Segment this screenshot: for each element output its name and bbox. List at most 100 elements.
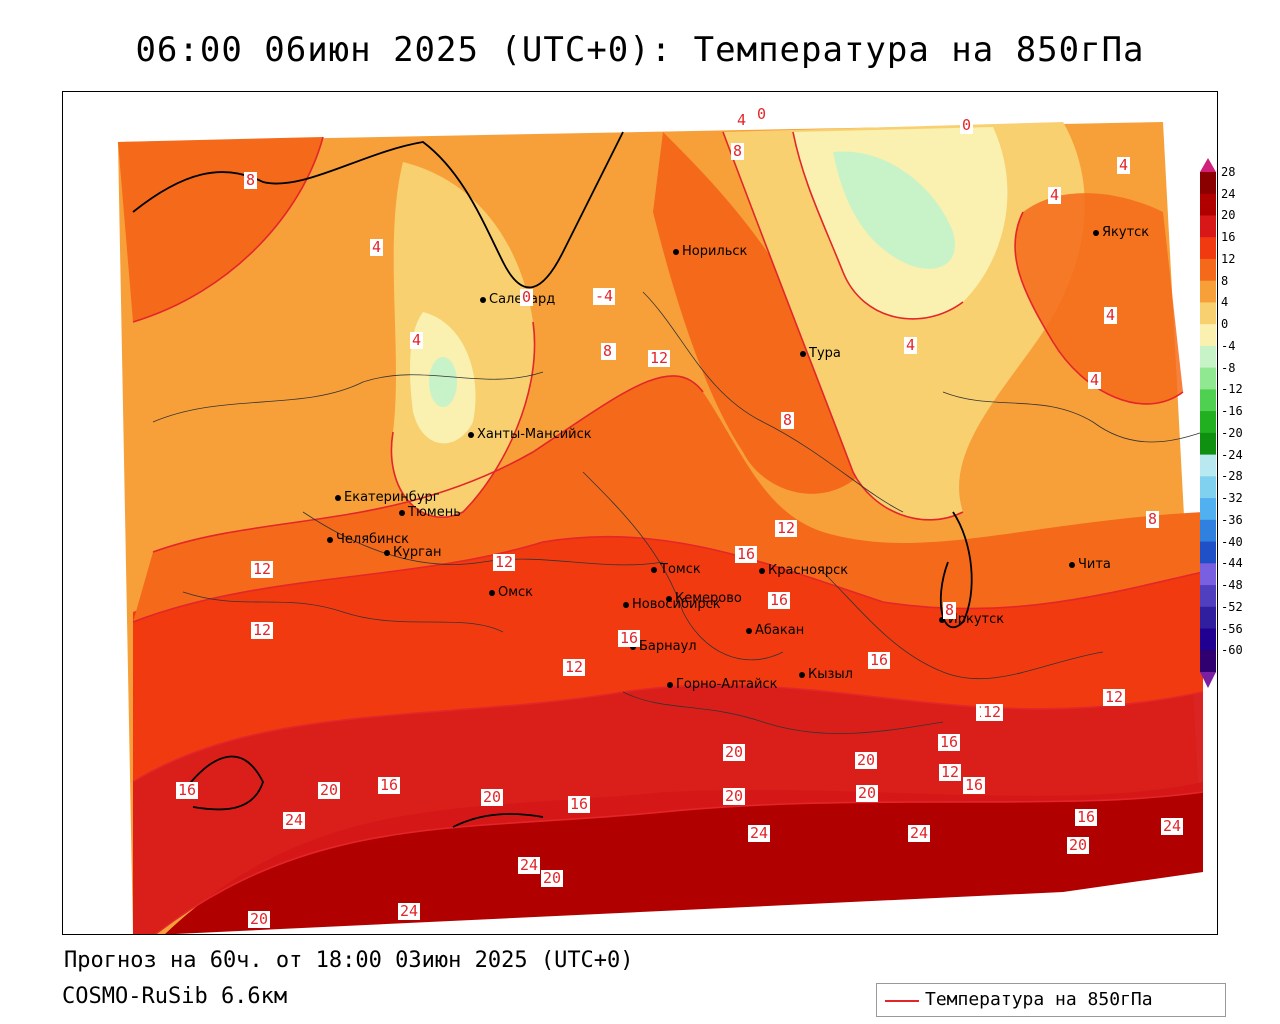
colorbar-swatch xyxy=(1200,324,1216,347)
isotherm-label: 12 xyxy=(648,349,671,367)
colorbar-swatch xyxy=(1200,628,1216,651)
colorbar-tick-label: 20 xyxy=(1221,208,1236,223)
colorbar-top-arrow xyxy=(1200,158,1216,172)
city-dot-icon xyxy=(673,248,679,255)
colorbar-tick-label: -8 xyxy=(1221,360,1236,375)
isotherm-label: 16 xyxy=(1075,808,1098,826)
isotherm-label: 20 xyxy=(723,743,746,761)
city-2: Салехард xyxy=(480,292,555,307)
city-name: Горно-Алтайск xyxy=(676,677,778,692)
colorbar-tick-label: 28 xyxy=(1221,165,1236,179)
city-3: Тура xyxy=(800,346,841,361)
city-dot-icon xyxy=(1093,229,1099,236)
colorbar-swatch xyxy=(1200,237,1216,260)
legend-line-swatch xyxy=(885,1000,919,1002)
colorbar-tick-label: -40 xyxy=(1221,534,1243,549)
city-0: Норильск xyxy=(673,244,747,259)
city-11: Омск xyxy=(489,585,533,600)
admin-borders xyxy=(152,291,1204,734)
city-name: Екатеринбург xyxy=(344,490,440,505)
colorbar-tick-label: 8 xyxy=(1221,273,1229,288)
city-dot-icon xyxy=(468,431,474,438)
colorbar-swatch xyxy=(1200,519,1216,543)
forecast-info: Прогноз на 60ч. от 18:00 03июн 2025 (UTC… xyxy=(64,948,634,973)
colorbar-swatch xyxy=(1200,606,1216,630)
isotherm-label: 24 xyxy=(1161,817,1184,835)
model-info: COSMO-RuSib 6.6км xyxy=(62,984,288,1009)
isotherm-label: 20 xyxy=(481,788,504,806)
city-1: Якутск xyxy=(1093,225,1149,240)
isotherm-label: 4 xyxy=(904,336,918,354)
isotherm-label: 12 xyxy=(981,703,1004,721)
colorbar-swatch xyxy=(1200,258,1216,282)
city-name: Барнаул xyxy=(639,639,697,654)
city-4: Ханты-Мансийск xyxy=(468,427,592,442)
isotherm-label: 8 xyxy=(731,142,745,160)
isotherm-label: 16 xyxy=(963,776,986,794)
colorbar-swatch xyxy=(1200,563,1216,586)
isotherm-label: 16 xyxy=(735,545,758,563)
colorbar-tick-label: -24 xyxy=(1221,447,1243,462)
city-dot-icon xyxy=(939,616,945,623)
isotherm-label: 16 xyxy=(868,651,891,669)
colorbar-tick-label: 4 xyxy=(1221,295,1229,310)
city-dot-icon xyxy=(1069,561,1075,568)
isotherm-label: 16 xyxy=(568,795,591,813)
colorbar-swatch xyxy=(1200,432,1216,456)
colorbar-tick-label: -4 xyxy=(1221,338,1236,353)
city-name: Тюмень xyxy=(408,505,461,520)
colorbar-swatch xyxy=(1200,411,1216,434)
isotherm-label: 8 xyxy=(781,411,795,429)
city-8: Курган xyxy=(384,545,441,560)
city-7: Челябинск xyxy=(327,532,409,547)
city-dot-icon xyxy=(800,350,806,357)
colorbar-swatch xyxy=(1200,280,1216,303)
city-name: Ханты-Мансийск xyxy=(477,427,592,442)
isotherm-label: 8 xyxy=(244,171,258,189)
colorbar-swatch xyxy=(1200,585,1216,608)
isotherm-label: 4 xyxy=(410,331,424,349)
colorbar-swatch xyxy=(1200,172,1216,195)
colorbar-swatch xyxy=(1200,541,1216,564)
city-dot-icon xyxy=(666,595,672,602)
isotherm-label: 4 xyxy=(735,111,749,129)
isotherm-label: 12 xyxy=(1103,688,1126,706)
isotherm-label: -4 xyxy=(593,287,616,305)
colorbar-swatch xyxy=(1200,498,1216,521)
isotherm-label: 20 xyxy=(855,751,878,769)
city-5: Екатеринбург xyxy=(335,490,440,505)
city-name: Кызыл xyxy=(808,667,853,682)
warm-tongue-north xyxy=(653,132,863,494)
isotherm-label: 20 xyxy=(318,781,341,799)
isotherm-label: 20 xyxy=(856,784,879,802)
colorbar-swatch xyxy=(1200,650,1216,673)
city-name: Чита xyxy=(1078,557,1111,572)
warm-zone-12 xyxy=(133,375,1203,622)
city-dot-icon xyxy=(623,601,629,608)
map-panel[interactable]: Норильск Якутск Салехард Тура Ханты-Мансийск… xyxy=(62,91,1218,935)
isotherm-label: 24 xyxy=(748,824,771,842)
isotherm-label: 20 xyxy=(723,787,746,805)
city-19: Чита xyxy=(1069,557,1111,572)
legend-label: Температура на 850гПа xyxy=(925,989,1153,1010)
city-name: Томск xyxy=(660,562,701,577)
isotherm-label: 12 xyxy=(939,763,962,781)
isotherm-label: 0 xyxy=(960,116,974,134)
isotherm-label: 12 xyxy=(251,621,274,639)
city-dot-icon xyxy=(667,681,673,688)
city-name: Красноярск xyxy=(768,563,849,578)
isotherm-label: 24 xyxy=(398,902,421,920)
colorbar-swatch xyxy=(1200,476,1216,499)
city-6: Тюмень xyxy=(399,505,461,520)
city-dot-icon xyxy=(799,671,805,678)
isotherm-label: 16 xyxy=(938,733,961,751)
legend: Температура на 850гПа xyxy=(876,983,1226,1017)
city-name: Омск xyxy=(498,585,534,600)
cold-spot-west xyxy=(429,357,457,407)
city-12: Новосибирск xyxy=(623,597,721,612)
colorbar-tick-label: -12 xyxy=(1221,382,1243,397)
city-dot-icon xyxy=(399,509,405,516)
city-dot-icon xyxy=(759,567,765,574)
isotherm-label: 12 xyxy=(493,553,516,571)
isotherm-label: 24 xyxy=(518,856,541,874)
